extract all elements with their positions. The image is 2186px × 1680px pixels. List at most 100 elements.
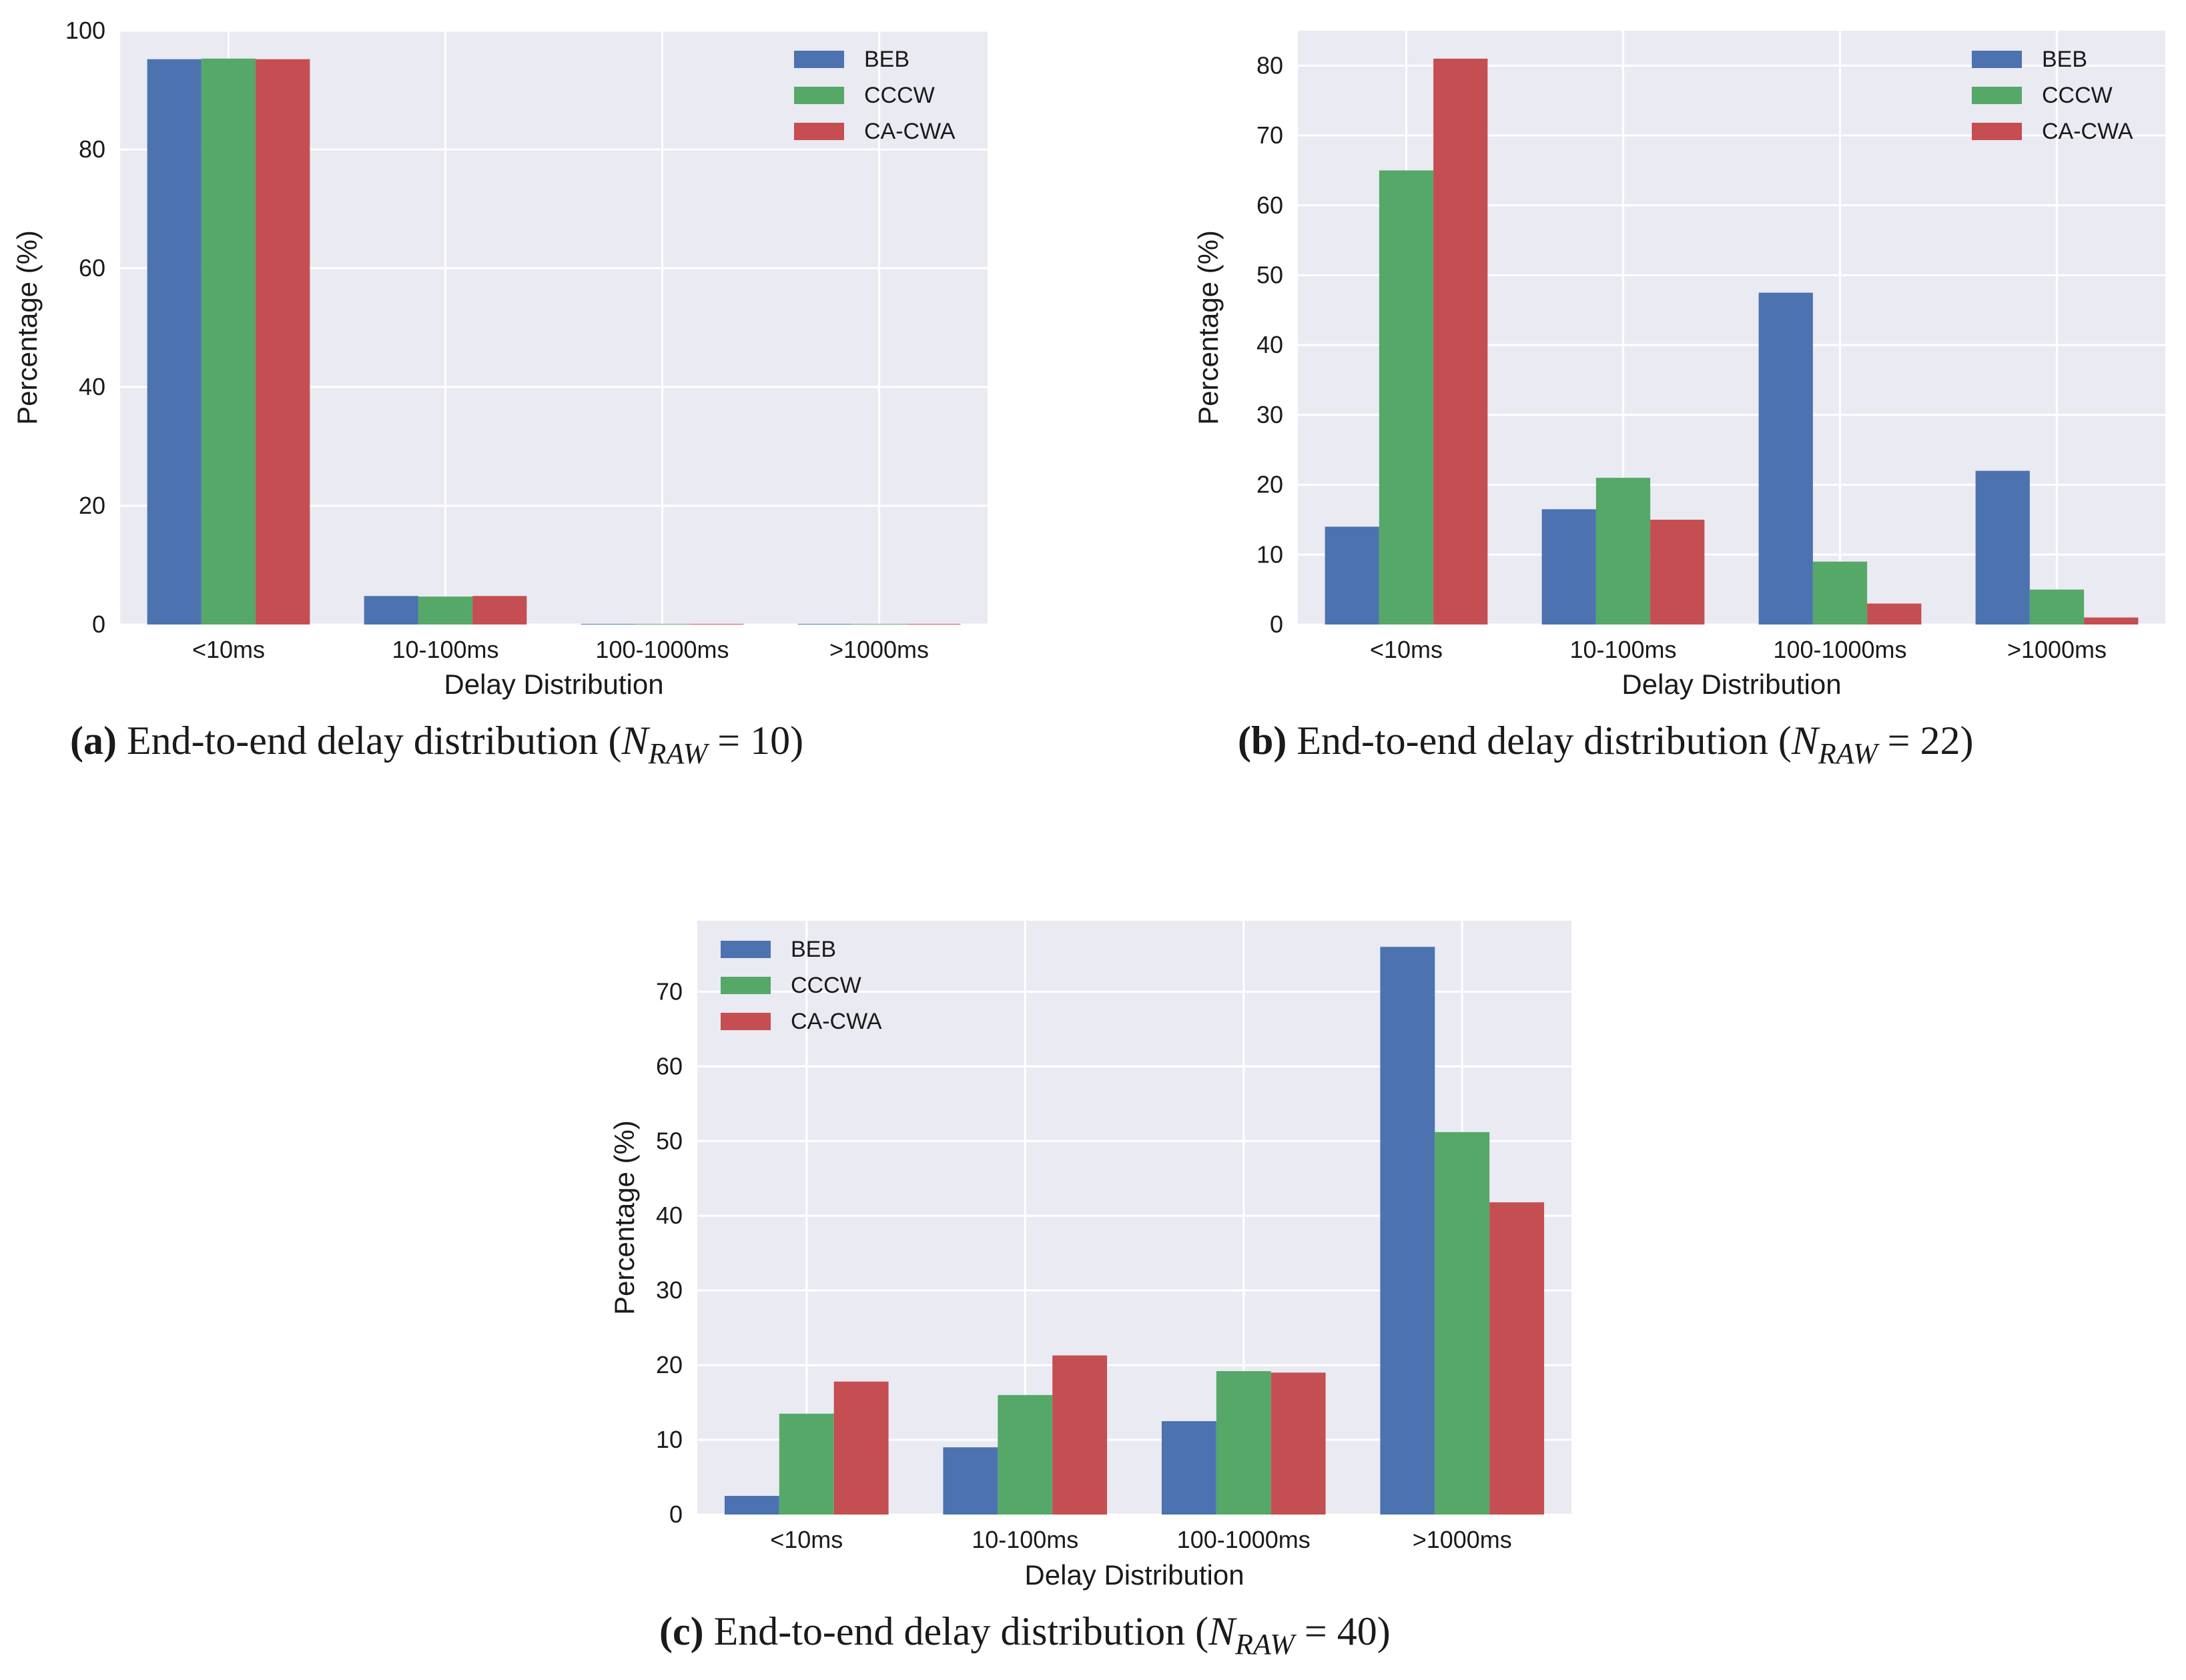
y-tick-label: 50 xyxy=(1256,261,1283,288)
caption-text: End-to-end delay distribution ( xyxy=(117,719,622,763)
bar-beb-1 xyxy=(724,1496,779,1515)
bar-cccw-3 xyxy=(1216,1371,1271,1515)
x-tick-label: <10ms xyxy=(770,1526,843,1553)
chart-b: 0 10 20 30 40 50 60 70 80 <10ms 10-100ms 100-1000ms… xyxy=(1192,31,2165,770)
bar-ca-cwa-3 xyxy=(1270,1372,1326,1515)
legend-swatch-beb xyxy=(794,51,844,68)
caption-tag: (b) xyxy=(1238,719,1287,763)
bar-ca-cwa-1 xyxy=(1433,58,1488,625)
y-tick-label: 40 xyxy=(79,373,105,400)
y-tick-label: 0 xyxy=(92,610,105,638)
legend-swatch-cccw xyxy=(721,977,771,994)
legend-label-beb: BEB xyxy=(864,47,909,72)
y-tick-label: 80 xyxy=(79,135,105,163)
bar-cccw-1 xyxy=(779,1413,834,1515)
legend-label-cccw: CCCW xyxy=(864,83,935,108)
bar-cccw-4 xyxy=(2029,589,2085,624)
chart-c: 0 10 20 30 40 50 60 70 <10ms 10-100ms 100-1000ms >1… xyxy=(609,921,1571,1661)
y-axis-label: Percentage (%) xyxy=(1192,230,1224,425)
y-tick-label: 20 xyxy=(79,492,105,519)
legend-label-beb: BEB xyxy=(791,937,836,962)
bar-beb-4 xyxy=(1380,947,1435,1515)
y-tick-label: 60 xyxy=(1256,191,1283,219)
x-tick-label: >1000ms xyxy=(829,636,929,663)
chart-a: 0 20 40 60 80 100 <10ms 10-100ms 100-1000ms >1000… xyxy=(11,17,988,770)
legend-swatch-ca-cwa xyxy=(1972,123,2022,140)
bar-beb-2 xyxy=(943,1447,998,1515)
x-tick-label: 10-100ms xyxy=(1569,636,1676,663)
caption-subscript: RAW xyxy=(1818,737,1880,770)
legend-swatch-cccw xyxy=(1972,87,2022,104)
x-tick-label: 10-100ms xyxy=(972,1526,1078,1553)
y-tick-label: 0 xyxy=(1270,610,1283,638)
y-axis-label: Percentage (%) xyxy=(11,230,43,425)
caption: (c) End-to-end delay distribution (NRAW … xyxy=(659,1609,1391,1661)
bar-cccw-1 xyxy=(1379,170,1434,625)
x-tick-label: 100-1000ms xyxy=(1177,1526,1311,1553)
caption-variable: N xyxy=(1208,1609,1237,1653)
bar-beb-2 xyxy=(1541,509,1596,624)
bar-cccw-2 xyxy=(418,596,473,624)
caption-subscript: RAW xyxy=(648,737,710,770)
legend: BEB CCCW CA-CWA xyxy=(721,937,882,1034)
caption-text: End-to-end delay distribution ( xyxy=(1287,719,1792,763)
y-tick-label: 30 xyxy=(656,1276,683,1304)
bar-ca-cwa-1 xyxy=(256,59,310,625)
y-tick-label: 50 xyxy=(656,1127,683,1154)
caption-text: End-to-end delay distribution ( xyxy=(704,1609,1209,1653)
bar-cccw-1 xyxy=(201,58,256,624)
y-tick-label: 10 xyxy=(656,1426,683,1453)
legend-swatch-beb xyxy=(1972,51,2022,68)
bar-cccw-2 xyxy=(998,1394,1053,1515)
y-tick-label: 60 xyxy=(656,1052,683,1080)
legend-swatch-ca-cwa xyxy=(721,1013,771,1030)
caption-value: = 40) xyxy=(1295,1609,1391,1653)
x-axis-label: Delay Distribution xyxy=(444,669,663,700)
legend-label-ca-cwa: CA-CWA xyxy=(2042,119,2133,144)
bar-cccw-3 xyxy=(1812,561,1868,624)
caption-subscript: RAW xyxy=(1234,1628,1297,1661)
caption-tag: (c) xyxy=(659,1609,704,1653)
legend-label-ca-cwa: CA-CWA xyxy=(864,119,956,144)
y-tick-label: 80 xyxy=(1256,51,1283,79)
y-tick-label: 100 xyxy=(65,17,105,44)
bar-beb-2 xyxy=(364,596,418,624)
x-tick-label: 100-1000ms xyxy=(595,636,729,663)
x-tick-label: >1000ms xyxy=(1413,1526,1512,1553)
x-axis-label: Delay Distribution xyxy=(1024,1559,1244,1591)
caption-value: = 10) xyxy=(707,719,803,763)
x-tick-label: <10ms xyxy=(1370,636,1443,663)
bar-ca-cwa-4 xyxy=(1489,1202,1545,1515)
legend-label-beb: BEB xyxy=(2042,47,2087,72)
x-tick-label: >1000ms xyxy=(2007,636,2107,663)
y-tick-label: 10 xyxy=(1256,540,1283,568)
bar-ca-cwa-3 xyxy=(1867,603,1922,624)
bar-beb-1 xyxy=(147,59,202,625)
legend-label-cccw: CCCW xyxy=(791,973,861,998)
caption: (b) End-to-end delay distribution (NRAW … xyxy=(1238,719,1974,770)
y-tick-label: 60 xyxy=(79,254,105,282)
bar-beb-4 xyxy=(1975,470,2030,624)
caption-variable: N xyxy=(1791,719,1820,763)
bar-beb-3 xyxy=(1161,1421,1216,1515)
caption-variable: N xyxy=(621,719,650,763)
caption-value: = 22) xyxy=(1878,719,1974,763)
y-tick-label: 70 xyxy=(1256,121,1283,149)
caption: (a) End-to-end delay distribution (NRAW … xyxy=(70,719,803,770)
bar-ca-cwa-2 xyxy=(472,596,527,624)
legend-swatch-beb xyxy=(721,941,771,958)
bar-beb-1 xyxy=(1325,526,1379,624)
caption-tag: (a) xyxy=(70,719,117,763)
bar-ca-cwa-2 xyxy=(1650,519,1705,624)
y-tick-label: 20 xyxy=(1256,471,1283,498)
bar-cccw-2 xyxy=(1595,478,1651,624)
y-tick-label: 40 xyxy=(1256,331,1283,358)
x-tick-label: 100-1000ms xyxy=(1773,636,1906,663)
bar-cccw-4 xyxy=(1435,1132,1490,1515)
x-tick-label: 10-100ms xyxy=(392,636,498,663)
legend: BEB CCCW CA-CWA xyxy=(1972,47,2133,144)
x-tick-label: <10ms xyxy=(192,636,265,663)
x-axis-label: Delay Distribution xyxy=(1621,669,1841,700)
bar-ca-cwa-2 xyxy=(1052,1355,1108,1515)
